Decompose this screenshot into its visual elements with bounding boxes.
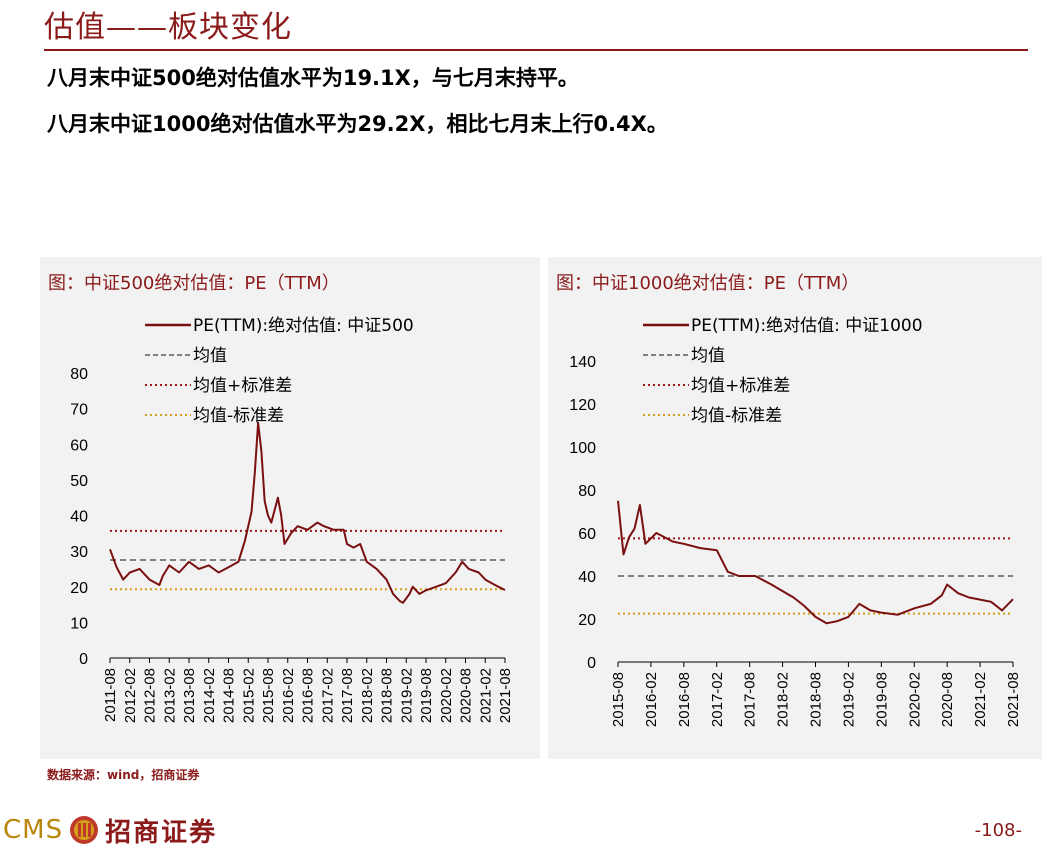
page-number: -108- [974, 820, 1022, 841]
legend-label-csi500: 均值-标准差 [193, 406, 284, 426]
data-source-note: 数据来源：wind，招商证券 [47, 768, 200, 782]
chart-panel-csi500: 图：中证500绝对估值：PE（TTM） 0 10 20 30 40 50 60 70 80 201… [40, 257, 540, 759]
chart-title-csi500: 图：中证500绝对估值：PE（TTM） [48, 273, 340, 294]
company-logo: CMS 招商证券 [3, 812, 217, 848]
x-tick-label-csi500: 2016-02 [280, 668, 297, 723]
x-tick-label-csi500: 2021-08 [497, 668, 514, 723]
x-tick-label-csi1000: 2016-08 [676, 672, 693, 727]
y-tick-label-csi1000: 40 [578, 569, 596, 586]
title-divider [44, 49, 1028, 51]
y-tick-label-csi1000: 60 [578, 526, 596, 543]
x-tick-label-csi1000: 2015-08 [610, 672, 627, 727]
x-tick-label-csi500: 2014-02 [201, 668, 218, 723]
y-tick-label-csi500: 70 [70, 402, 88, 419]
y-tick-label-csi1000: 20 [578, 612, 596, 629]
summary-line-csi1000: 八月末中证1000绝对估值水平为29.2X，相比七月末上行0.4X。 [47, 112, 668, 136]
y-tick-label-csi500: 30 [70, 544, 88, 561]
x-tick-label-csi1000: 2019-08 [873, 672, 890, 727]
y-tick-label-csi1000: 0 [587, 655, 596, 672]
legend-label-csi500: 均值+标准差 [193, 376, 292, 396]
x-tick-label-csi500: 2018-02 [359, 668, 376, 723]
x-tick-label-csi1000: 2020-08 [939, 672, 956, 727]
y-tick-label-csi500: 20 [70, 580, 88, 597]
x-tick-label-csi500: 2013-02 [161, 668, 178, 723]
x-tick-label-csi500: 2015-02 [240, 668, 257, 723]
chart-panel-csi1000: 图：中证1000绝对估值：PE（TTM） 0 20 40 60 80 100 120 140 2… [548, 257, 1042, 759]
x-tick-label-csi500: 2014-08 [221, 668, 238, 723]
legend-label-csi500: 均值 [193, 346, 227, 366]
legend-label-csi500: PE(TTM):绝对估值: 中证500 [193, 316, 414, 336]
chart-title-csi1000: 图：中证1000绝对估值：PE（TTM） [556, 273, 860, 294]
y-tick-label-csi500: 10 [70, 615, 88, 632]
x-tick-label-csi500: 2020-08 [458, 668, 475, 723]
x-tick-label-csi500: 2019-08 [418, 668, 435, 723]
y-tick-label-csi1000: 140 [569, 354, 596, 371]
x-tick-label-csi1000: 2016-02 [643, 672, 660, 727]
x-tick-label-csi500: 2020-02 [438, 668, 455, 723]
x-tick-label-csi500: 2012-02 [122, 668, 139, 723]
x-tick-label-csi500: 2012-08 [142, 668, 159, 723]
x-tick-label-csi500: 2017-08 [339, 668, 356, 723]
y-tick-label-csi1000: 80 [578, 483, 596, 500]
y-tick-label-csi500: 60 [70, 437, 88, 454]
x-tick-label-csi1000: 2020-02 [906, 672, 923, 727]
pe-series-line-csi500 [109, 421, 506, 604]
x-tick-label-csi1000: 2021-08 [1005, 672, 1022, 727]
x-tick-label-csi500: 2017-02 [319, 668, 336, 723]
y-tick-label-csi500: 50 [70, 473, 88, 490]
x-tick-label-csi1000: 2019-02 [840, 672, 857, 727]
y-tick-label-csi500: 80 [70, 366, 88, 383]
logo-text-cn: 招商证券 [105, 817, 218, 848]
logo-emblem-icon [70, 816, 99, 844]
x-tick-label-csi500: 2013-08 [181, 668, 198, 723]
y-tick-label-csi1000: 100 [569, 440, 596, 457]
y-tick-label-csi500: 0 [79, 651, 88, 668]
legend-label-csi1000: 均值-标准差 [691, 406, 782, 426]
x-tick-label-csi1000: 2017-08 [742, 672, 759, 727]
legend-label-csi1000: PE(TTM):绝对估值: 中证1000 [691, 316, 923, 336]
legend-label-csi1000: 均值 [691, 346, 725, 366]
x-tick-label-csi1000: 2017-02 [709, 672, 726, 727]
x-tick-label-csi500: 2019-02 [398, 668, 415, 723]
x-tick-label-csi500: 2011-08 [102, 668, 119, 722]
x-tick-label-csi1000: 2021-02 [972, 672, 989, 727]
pe-series-line-csi1000 [617, 500, 1014, 625]
x-tick-label-csi1000: 2018-08 [808, 672, 825, 727]
x-tick-label-csi500: 2018-08 [379, 668, 396, 723]
y-tick-label-csi1000: 120 [569, 397, 596, 414]
legend-label-csi1000: 均值+标准差 [691, 376, 790, 396]
summary-line-csi500: 八月末中证500绝对估值水平为19.1X，与七月末持平。 [47, 66, 579, 90]
logo-text-en: CMS [3, 815, 64, 845]
x-tick-label-csi500: 2021-02 [477, 668, 494, 723]
y-tick-label-csi500: 40 [70, 509, 88, 526]
page-title: 估值——板块变化 [44, 10, 292, 45]
chart-csi1000: 0 20 40 60 80 100 120 140 2015-08 2016-02 2016-08 2… [569, 316, 1022, 727]
x-tick-label-csi500: 2016-08 [300, 668, 317, 723]
x-tick-label-csi1000: 2018-02 [775, 672, 792, 727]
x-tick-label-csi500: 2015-08 [260, 668, 277, 723]
